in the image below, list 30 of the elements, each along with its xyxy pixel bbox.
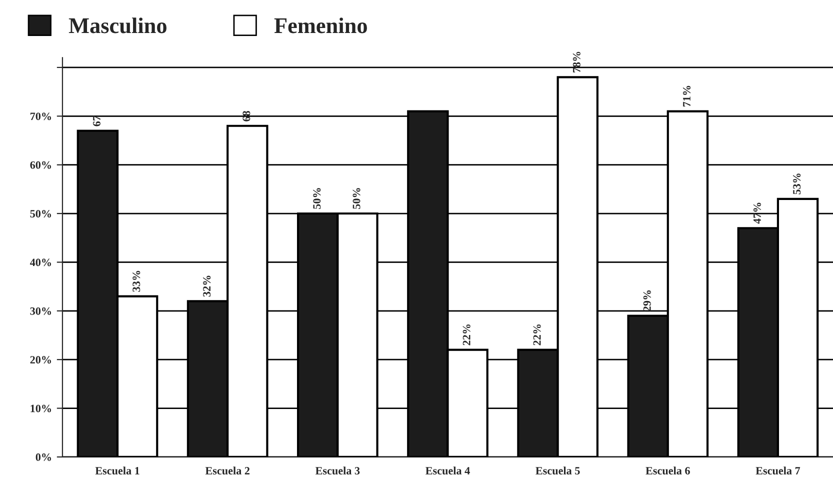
data-label: 53% [793,174,801,194]
y-tick-label: 70% [30,112,52,120]
data-label: 32% [203,276,211,297]
data-label: 33% [132,270,140,292]
legend-label: Masculino [68,18,166,34]
x-tick-label: Escuela 7 [756,466,800,475]
data-label: 22% [533,324,541,346]
data-label: 71% [682,86,691,106]
y-tick-label: 50% [30,210,52,218]
data-label: 50% [313,188,321,209]
x-tick-label: Escuela 6 [646,466,690,475]
data-label: 68 [242,110,250,122]
data-label: 29% [643,290,651,312]
legend-label: Femenino [274,18,367,34]
x-tick-label: Escuela 5 [536,466,580,475]
data-label: 22% [462,324,470,346]
y-tick-label: 0% [36,453,52,461]
x-tick-label: Escuela 2 [205,466,250,475]
y-tick-label: 20% [30,356,52,364]
y-tick-label: 10% [30,404,52,412]
x-tick-label: Escuela 4 [426,466,470,475]
y-tick-label: 60% [30,161,52,169]
data-label: 47% [753,202,761,224]
y-tick-label: 30% [30,307,52,315]
y-tick-label: 40% [30,258,52,266]
x-tick-label: Escuela 3 [315,466,360,475]
data-label: 78% [572,52,580,72]
x-tick-label: Escuela 1 [95,466,140,475]
data-label: 67 [93,116,100,126]
data-label: 50% [352,188,360,209]
